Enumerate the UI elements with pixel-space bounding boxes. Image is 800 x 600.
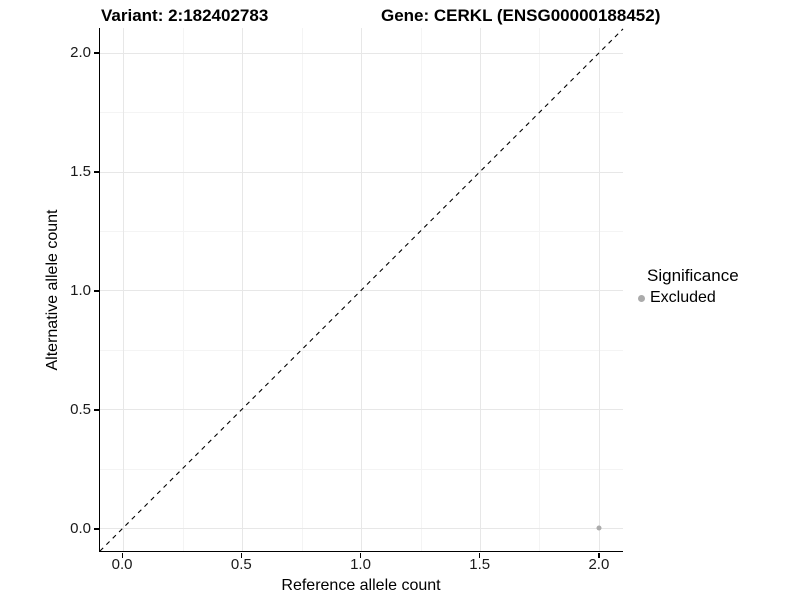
legend-point-icon [638,294,645,302]
x-major-gridline [598,28,600,551]
x-minor-gridline [301,28,303,551]
y-major-gridline [100,409,623,411]
x-tick-mark [479,553,481,558]
y-tick-mark [94,52,99,54]
x-axis-title: Reference allele count [281,577,441,594]
identity-reference-line [99,28,624,552]
x-major-gridline [242,28,244,551]
x-tick-label: 0.5 [230,556,252,573]
data-point [596,525,602,531]
x-tick-mark [121,553,123,558]
y-major-gridline [100,171,623,173]
plot-title-variant: Variant: 2:182402783 [101,6,269,25]
x-tick-label: 0.0 [111,556,133,573]
y-tick-label: 2.0 [70,43,91,61]
plot-title-gene: Gene: CERKL (ENSG00000188452) [381,6,661,25]
y-tick-label: 0.0 [70,519,91,537]
y-axis-title: Alternative allele count [44,209,61,371]
legend: Significance Excluded [638,266,739,307]
x-tick-label: 1.0 [350,556,371,573]
x-tick-label: 2.0 [588,556,610,573]
y-tick-label: 0.5 [70,400,91,418]
x-major-gridline [123,28,125,551]
x-tick-mark [359,553,362,558]
legend-item-excluded[interactable]: Excluded [638,289,739,307]
legend-title: Significance [647,266,739,285]
x-major-gridline [479,28,481,551]
y-tick-mark [94,409,99,411]
x-minor-gridline [182,28,184,551]
y-major-gridline [100,290,623,292]
x-minor-gridline [420,28,422,551]
plot-panel [99,28,624,552]
x-tick-mark [598,553,600,558]
y-major-gridline [100,52,623,54]
x-minor-gridline [539,28,541,551]
x-tick-mark [240,553,242,558]
y-major-gridline [100,527,623,529]
y-tick-mark [94,528,99,530]
y-tick-label: 1.0 [70,281,91,299]
y-tick-label: 1.5 [70,162,91,180]
x-tick-label: 1.5 [469,556,491,573]
legend-item-label: Excluded [650,289,716,306]
y-tick-mark [94,171,99,173]
y-tick-mark [94,290,99,292]
